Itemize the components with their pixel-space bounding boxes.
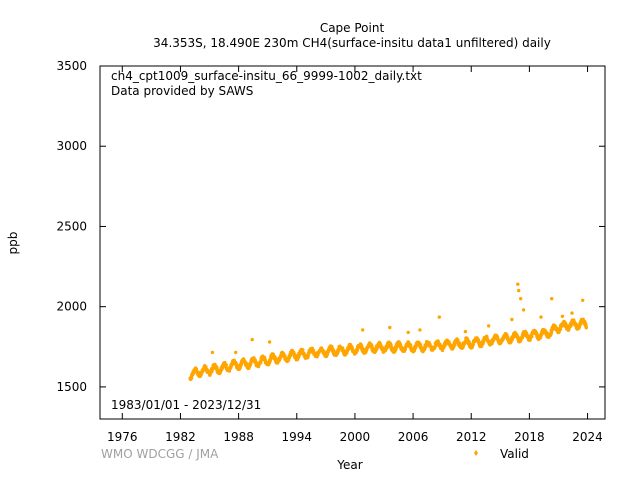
y-tick-label: 2500 [56,219,87,233]
data-point [189,376,194,380]
x-tick-label: 2018 [514,430,545,444]
period-label: 1983/01/01 - 2023/12/31 [111,398,261,412]
x-tick-label: 2006 [398,430,429,444]
x-axis-label: Year [336,458,362,472]
data-point [301,348,305,352]
data-point [558,327,563,331]
data-point [471,343,475,347]
data-point [584,326,588,330]
x-tick-label: 1994 [281,430,312,444]
data-point [194,367,199,371]
data-points [188,282,588,382]
chart-subtitle: 34.353S, 18.490E 230m CH4(surface-insitu… [153,36,551,50]
data-point [355,348,359,353]
data-point [516,282,520,286]
data-point [521,308,526,312]
data-point [437,315,441,319]
data-point [530,334,534,339]
provider-label: Data provided by SAWS [111,84,253,98]
data-point [361,328,365,332]
data-point [267,340,272,344]
x-tick-label: 2024 [572,430,603,444]
legend-marker-valid [474,450,478,456]
data-point [510,317,514,322]
data-point [360,344,364,348]
data-point [539,315,543,319]
x-tick-label: 1976 [107,430,138,444]
chart-station-title: Cape Point [320,21,385,35]
plot-frame [99,65,606,420]
x-tick-label: 2012 [456,430,487,444]
data-point [550,297,554,301]
data-point [581,298,585,302]
legend: Valid [474,447,529,461]
y-tick-label: 1500 [56,380,87,394]
data-point [409,343,413,347]
data-point [224,363,228,367]
x-tick-label: 1988 [223,430,254,444]
data-point [388,325,392,330]
data-point [505,335,510,339]
y-tick-label: 3500 [56,59,87,73]
y-tick-label: 2000 [56,300,87,314]
legend-label-valid: Valid [500,447,529,461]
y-tick-label: 3000 [56,139,87,153]
data-point [487,324,491,328]
x-tick-label: 1982 [165,430,196,444]
data-point [418,328,422,332]
data-point [250,337,254,342]
filename-label: ch4_cpt1009_surface-insitu_66_9999-1002_… [111,69,422,83]
data-point [325,352,329,357]
data-point [463,329,468,334]
y-axis-label: ppb [6,232,20,255]
data-point [519,297,523,301]
data-point [406,330,410,335]
data-point [210,350,215,355]
axis-ticks: 1976 1982 1988 1994 2000 2006 2012 2018 2024 1500… [56,59,605,444]
x-tick-label: 2000 [340,430,371,444]
data-point [560,314,565,318]
credit-label: WMO WDCGG / JMA [101,447,219,461]
data-point [570,311,574,315]
data-point [234,350,238,355]
data-point [517,288,521,293]
